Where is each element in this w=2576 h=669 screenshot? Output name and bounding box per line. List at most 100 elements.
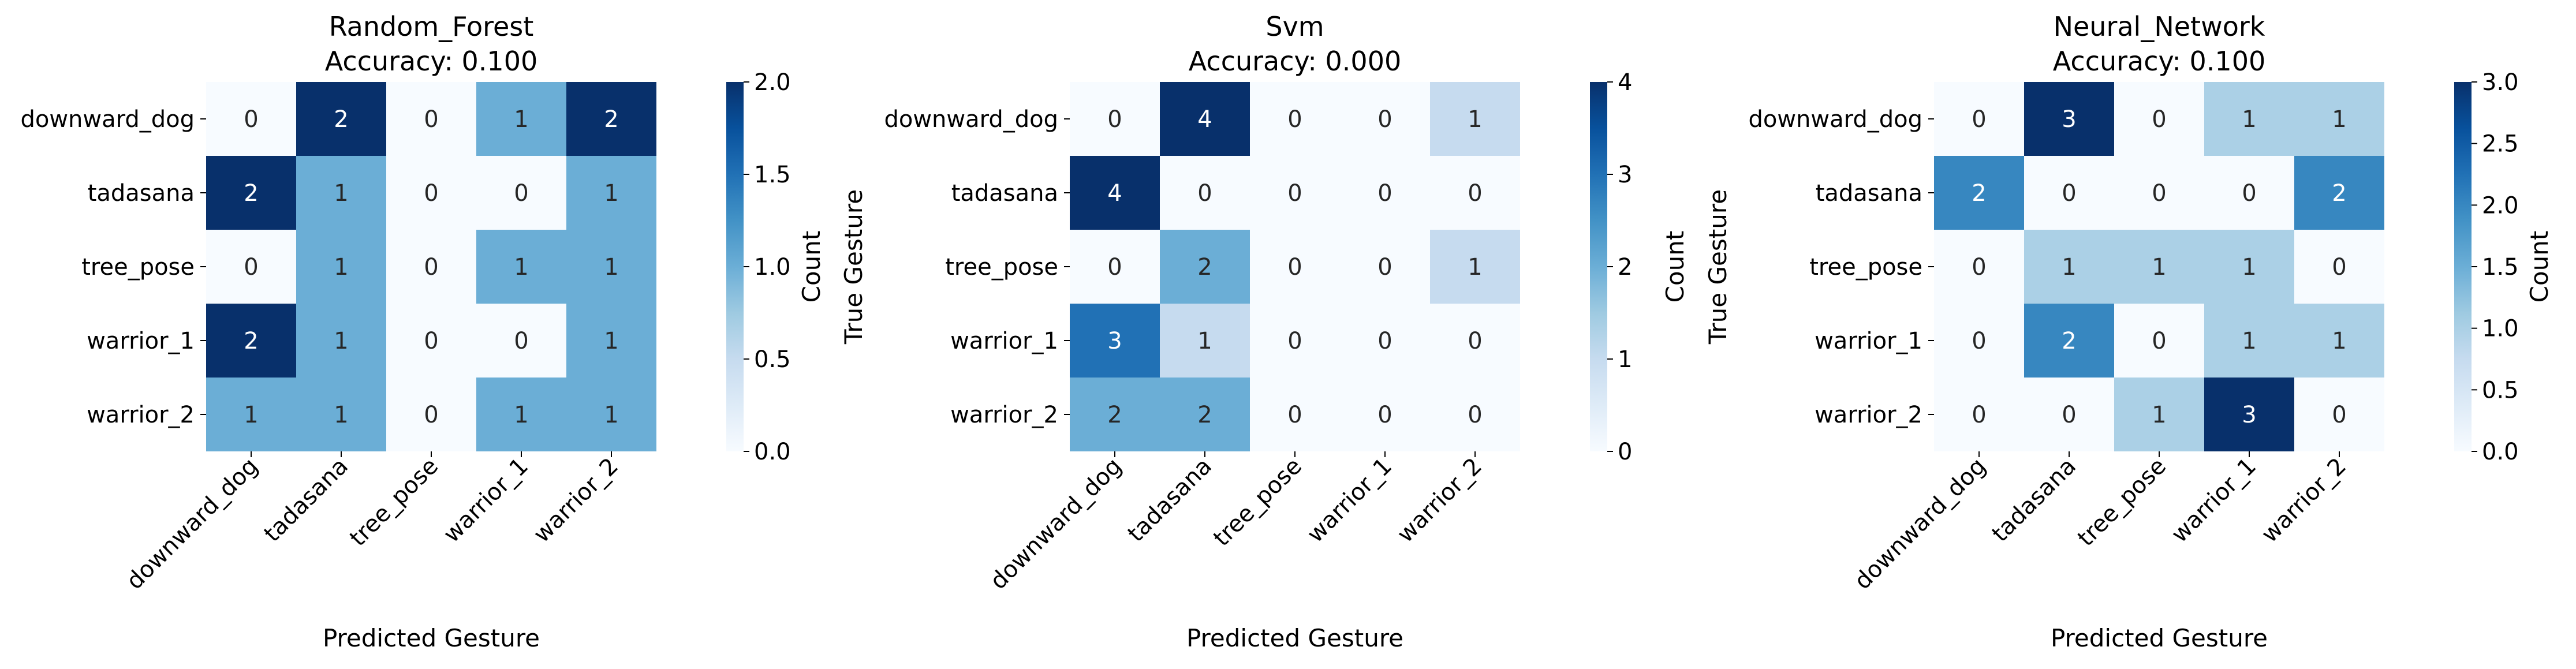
colorbar — [726, 82, 744, 451]
heatmap-cell-r4-c2 — [1250, 378, 1340, 451]
cell-value-label: 4 — [1107, 180, 1122, 207]
heatmap-cell-r0-c1 — [1160, 82, 1250, 156]
cell-value-label: 0 — [1972, 328, 1986, 354]
heatmap-cell-r1-c3 — [2204, 156, 2294, 230]
heatmap-cell-r1-c4 — [1430, 156, 1520, 230]
heatmap-cell-r1-c0 — [206, 156, 296, 230]
cell-value-label: 0 — [2242, 180, 2256, 207]
cell-value-label: 1 — [2332, 328, 2346, 354]
heatmap-cell-r3-c0 — [1070, 304, 1160, 378]
x-tick-label: warrior_1 — [438, 453, 533, 548]
heatmap-cell-r2-c2 — [2114, 230, 2204, 304]
cell-value-label: 1 — [2152, 402, 2166, 428]
heatmap-cell-r1-c3 — [476, 156, 566, 230]
cell-value-label: 1 — [2332, 106, 2346, 133]
heatmap-cell-r0-c4 — [1430, 82, 1520, 156]
x-tick-label: downward_dog — [1849, 453, 1991, 595]
cell-value-label: 2 — [244, 180, 258, 207]
cell-value-label: 0 — [1972, 254, 1986, 281]
heatmap-cell-r3-c3 — [476, 304, 566, 378]
heatmap-cell-r2-c3 — [1340, 230, 1430, 304]
heatmap-cell-r0-c0 — [206, 82, 296, 156]
x-tick-label: downward_dog — [121, 453, 263, 595]
cell-value-label: 3 — [2062, 106, 2076, 133]
x-tick-label: warrior_1 — [2166, 453, 2261, 548]
x-tick-label: warrior_2 — [528, 453, 624, 548]
cell-value-label: 2 — [1107, 402, 1122, 428]
cell-value-label: 1 — [2062, 254, 2076, 281]
heatmap-cell-r0-c3 — [476, 82, 566, 156]
cell-value-label: 0 — [1377, 180, 1392, 207]
heatmap-cell-r3-c0 — [1934, 304, 2024, 378]
heatmap-cell-r2-c1 — [2024, 230, 2114, 304]
heatmap-cell-r3-c1 — [2024, 304, 2114, 378]
cell-value-label: 1 — [514, 106, 528, 133]
heatmap-cell-r2-c0 — [206, 230, 296, 304]
y-tick-label: warrior_1 — [950, 328, 1058, 354]
y-axis-label: True Gesture — [1704, 189, 1732, 345]
cell-value-label: 3 — [2242, 402, 2256, 428]
y-tick-label: downward_dog — [1748, 106, 1922, 133]
cell-value-label: 0 — [424, 180, 438, 207]
cell-value-label: 0 — [1377, 328, 1392, 354]
cell-value-label: 0 — [1377, 106, 1392, 133]
cell-value-label: 2 — [334, 106, 348, 133]
cell-value-label: 2 — [604, 106, 618, 133]
chart-title: Neural_Network — [2054, 11, 2265, 42]
heatmap-cell-r3-c1 — [296, 304, 386, 378]
cell-value-label: 1 — [604, 402, 618, 428]
heatmap-cell-r2-c1 — [1160, 230, 1250, 304]
y-tick-label: warrior_1 — [87, 328, 195, 354]
colorbar-tick-label: 1.5 — [754, 162, 791, 188]
colorbar-tick-label: 0.0 — [754, 439, 791, 465]
cell-value-label: 1 — [334, 254, 348, 281]
cell-value-label: 1 — [2242, 106, 2256, 133]
cell-value-label: 0 — [514, 180, 528, 207]
y-tick-label: warrior_1 — [1815, 328, 1922, 354]
heatmap-cell-r4-c1 — [1160, 378, 1250, 451]
cell-value-label: 0 — [1287, 180, 1302, 207]
heatmap-cell-r4-c0 — [1934, 378, 2024, 451]
y-tick-label: warrior_2 — [87, 402, 195, 428]
cell-value-label: 0 — [2152, 106, 2166, 133]
x-tick-label: tadasana — [259, 453, 354, 548]
cell-value-label: 0 — [1107, 254, 1122, 281]
cell-value-label: 0 — [424, 402, 438, 428]
cell-value-label: 2 — [2332, 180, 2346, 207]
colorbar-tick-label: 0 — [1618, 439, 1632, 465]
heatmap-cell-r4-c3 — [1340, 378, 1430, 451]
colorbar-tick-label: 0.0 — [2482, 439, 2519, 465]
heatmap-cell-r4-c0 — [1070, 378, 1160, 451]
y-tick-label: downward_dog — [884, 106, 1058, 133]
colorbar — [2454, 82, 2472, 451]
colorbar-label: Count — [2525, 231, 2553, 303]
y-tick-label: tree_pose — [945, 254, 1058, 281]
cell-value-label: 0 — [1468, 328, 1482, 354]
colorbar-tick-label: 0.5 — [754, 346, 791, 373]
x-tick-label: downward_dog — [985, 453, 1127, 595]
heatmap-cell-r3-c4 — [1430, 304, 1520, 378]
colorbar-tick-label: 2.5 — [2482, 131, 2519, 158]
cell-value-label: 0 — [2332, 402, 2346, 428]
heatmap-cell-r0-c4 — [566, 82, 656, 156]
heatmap-cell-r0-c2 — [2114, 82, 2204, 156]
y-axis-label: True Gesture — [0, 189, 4, 345]
cell-value-label: 1 — [1468, 106, 1482, 133]
chart-subtitle: Accuracy: 0.100 — [325, 46, 537, 77]
heatmap-panel-1: Random_Forest Accuracy: 0.100 0 2 0 1 2 2 1 0 0 1 0 1… — [0, 11, 826, 652]
heatmap-cell-r2-c3 — [2204, 230, 2294, 304]
cell-value-label: 2 — [244, 328, 258, 354]
colorbar-tick-label: 1.5 — [2482, 254, 2519, 281]
cell-value-label: 0 — [244, 254, 258, 281]
cell-value-label: 2 — [1197, 254, 1212, 281]
heatmap-cell-r0-c3 — [2204, 82, 2294, 156]
heatmap-cell-r3-c2 — [1250, 304, 1340, 378]
cell-value-label: 0 — [2152, 180, 2166, 207]
y-tick-label: tree_pose — [81, 254, 195, 281]
heatmap-cell-r0-c4 — [2294, 82, 2384, 156]
heatmap-cell-r4-c2 — [386, 378, 476, 451]
colorbar-label: Count — [1661, 231, 1689, 303]
cell-value-label: 1 — [244, 402, 258, 428]
colorbar-tick-label: 4 — [1618, 69, 1632, 96]
cell-value-label: 1 — [604, 180, 618, 207]
